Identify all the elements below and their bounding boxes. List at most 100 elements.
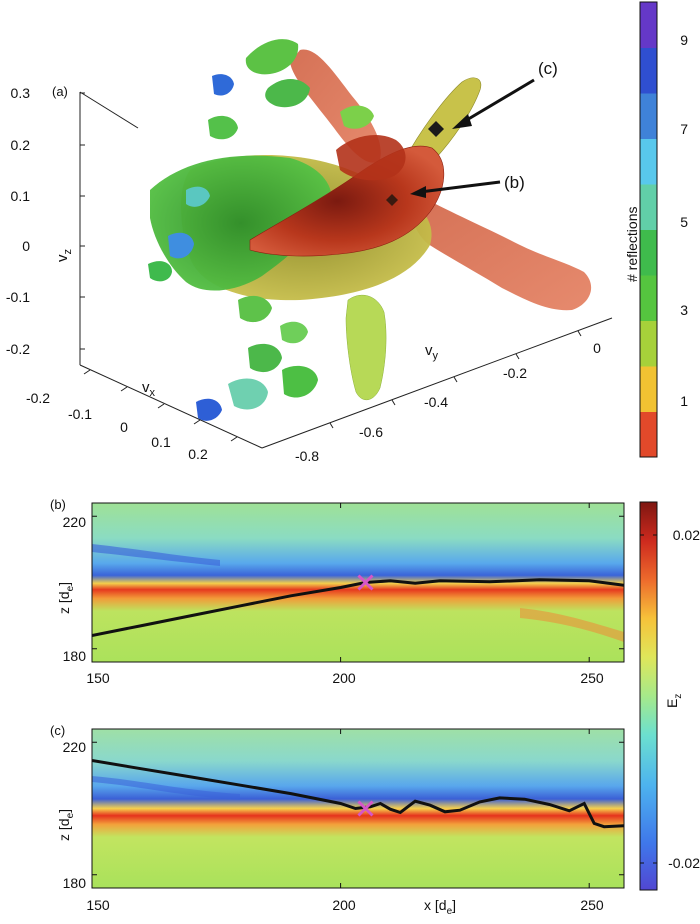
panel-a-z-label: vz bbox=[54, 249, 74, 262]
x-axis-label: x [d bbox=[424, 897, 447, 913]
xpoint-marker-stroke bbox=[357, 800, 374, 817]
panel-a-label: (a) bbox=[52, 84, 68, 99]
svg-text:x [de]: x [de] bbox=[424, 897, 456, 917]
svg-text:z [de]: z [de] bbox=[56, 809, 76, 841]
reflections-tick-label: 9 bbox=[680, 32, 688, 48]
reflections-colorbar-label: # reflections bbox=[624, 207, 640, 282]
panel-b-xpoint-marker bbox=[357, 574, 374, 591]
isosurface-fragment bbox=[208, 115, 238, 140]
panel-c-xpoint-marker bbox=[357, 800, 374, 817]
x-axis-label-sub: e bbox=[447, 906, 453, 917]
z-axis-label: v bbox=[54, 254, 71, 262]
annotation-arrowhead-b bbox=[410, 186, 426, 198]
y-axis-label: v bbox=[425, 342, 433, 359]
panel-a-y-label: vy bbox=[425, 342, 439, 362]
panel-b-frame bbox=[91, 502, 625, 663]
panel-a-y-tick-labels: -0.8 -0.6 -0.4 -0.2 0 bbox=[295, 340, 601, 464]
panel-c-blue-band-left bbox=[92, 776, 240, 800]
y-axis-label-end: ] bbox=[56, 809, 72, 813]
annotation-arrowhead-c bbox=[452, 114, 472, 129]
x-tick-label: -0.2 bbox=[26, 390, 50, 406]
annotation-arrow-b bbox=[419, 180, 501, 194]
y-tick-label: 220 bbox=[63, 739, 87, 755]
x-tick-label: 0 bbox=[120, 419, 128, 435]
ez-label: E bbox=[664, 699, 680, 708]
svg-text:vx: vx bbox=[142, 379, 156, 399]
x-tick-label: 0.2 bbox=[188, 446, 208, 462]
annotation-marker-b bbox=[386, 194, 398, 206]
z-tick-label: 0.3 bbox=[11, 85, 31, 101]
panel-c-y-label: z [de] bbox=[56, 809, 76, 841]
ez-colorbar-label: Ez bbox=[664, 694, 684, 708]
reflections-colorbar-band bbox=[640, 366, 657, 412]
reflections-colorbar-band bbox=[640, 2, 657, 48]
reflections-tick-label: 1 bbox=[680, 393, 688, 409]
isosurface-fragment bbox=[340, 105, 374, 129]
reflections-colorbar-band bbox=[640, 184, 657, 230]
panel-b-label: (b) bbox=[50, 497, 66, 512]
y-axis-label-sub: y bbox=[433, 350, 439, 362]
panel-a-z-tick-labels: 0.3 0.2 0.1 0 -0.1 -0.2 bbox=[6, 85, 30, 357]
svg-text:Ez: Ez bbox=[664, 694, 684, 708]
svg-text:vy: vy bbox=[425, 342, 439, 362]
isosurface-fragment bbox=[238, 295, 272, 323]
z-tick-label: 0.2 bbox=[11, 137, 31, 153]
reflections-colorbar-band bbox=[640, 320, 657, 367]
panel-c-y-tick-labels: 220 180 bbox=[63, 739, 87, 891]
reflections-colorbar-band bbox=[640, 47, 657, 94]
panel-c-field-line bbox=[92, 759, 624, 829]
isosurface-fragment bbox=[228, 378, 268, 410]
x-tick-label: 200 bbox=[332, 670, 356, 686]
annotation-marker-c bbox=[428, 121, 444, 137]
panel-c: 220 180 150 200 250 x [de] z [de] (c) bbox=[50, 723, 625, 917]
reflections-tick-label: 7 bbox=[680, 121, 688, 137]
reflections-colorbar-frame bbox=[639, 1, 658, 458]
y-tick-label: 180 bbox=[63, 875, 87, 891]
panel-a-x-label: vx bbox=[142, 379, 156, 399]
isosurface-fragment bbox=[245, 39, 299, 75]
y-tick-label: 0 bbox=[593, 340, 601, 356]
y-tick-label: -0.6 bbox=[359, 424, 383, 440]
annotation-arrow-c bbox=[459, 78, 535, 126]
isosurface-red-lobe bbox=[336, 135, 406, 181]
x-tick-label: -0.1 bbox=[68, 406, 92, 422]
panel-b-field-line bbox=[92, 578, 624, 637]
x-tick-label: 150 bbox=[86, 897, 110, 913]
y-tick-label: -0.8 bbox=[295, 448, 319, 464]
panel-c-frame bbox=[91, 728, 625, 889]
panel-b-y-tick-labels: 220 180 bbox=[63, 514, 87, 664]
panel-a-y-ticks bbox=[329, 330, 582, 429]
reflections-colorbar-ticks: 9 7 5 3 1 bbox=[680, 32, 688, 409]
reflections-colorbar-band bbox=[640, 138, 657, 185]
y-axis-label: z [d bbox=[56, 818, 72, 841]
x-tick-label: 200 bbox=[332, 897, 356, 913]
x-tick-label: 250 bbox=[580, 897, 604, 913]
x-tick-label: 0.1 bbox=[151, 434, 171, 450]
panel-b-y-label: z [de] bbox=[56, 582, 76, 614]
panel-b-x-tick-labels: 150 200 250 bbox=[86, 670, 604, 686]
y-axis-label: z [d bbox=[56, 591, 72, 614]
panel-b-red-tail bbox=[520, 608, 624, 642]
isosurface-arm-upper bbox=[290, 49, 381, 163]
y-tick-label: 180 bbox=[63, 648, 87, 664]
panel-a-annotations: (c) (b) bbox=[386, 59, 558, 206]
y-axis-label-sub: e bbox=[65, 585, 76, 591]
svg-text:vz: vz bbox=[54, 249, 74, 262]
panel-c-x-tick-labels: 150 200 250 bbox=[86, 897, 604, 913]
panel-c-ticks bbox=[91, 729, 624, 888]
ez-colorbar-ticks bbox=[640, 534, 657, 864]
y-tick-label: -0.2 bbox=[503, 365, 527, 381]
reflections-tick-label: 3 bbox=[680, 302, 688, 318]
y-axis-label-sub: e bbox=[65, 812, 76, 818]
x-tick-label: 150 bbox=[86, 670, 110, 686]
z-tick-label: 0 bbox=[22, 238, 30, 254]
isosurface-fragment bbox=[186, 186, 210, 207]
xpoint-marker-stroke bbox=[357, 574, 374, 591]
panel-c-x-label: x [de] bbox=[424, 897, 456, 917]
z-tick-label: -0.2 bbox=[6, 341, 30, 357]
x-tick-label: 250 bbox=[580, 670, 604, 686]
isosurface-lower-tube bbox=[345, 294, 387, 400]
ez-tick-label: -0.02 bbox=[668, 855, 700, 871]
